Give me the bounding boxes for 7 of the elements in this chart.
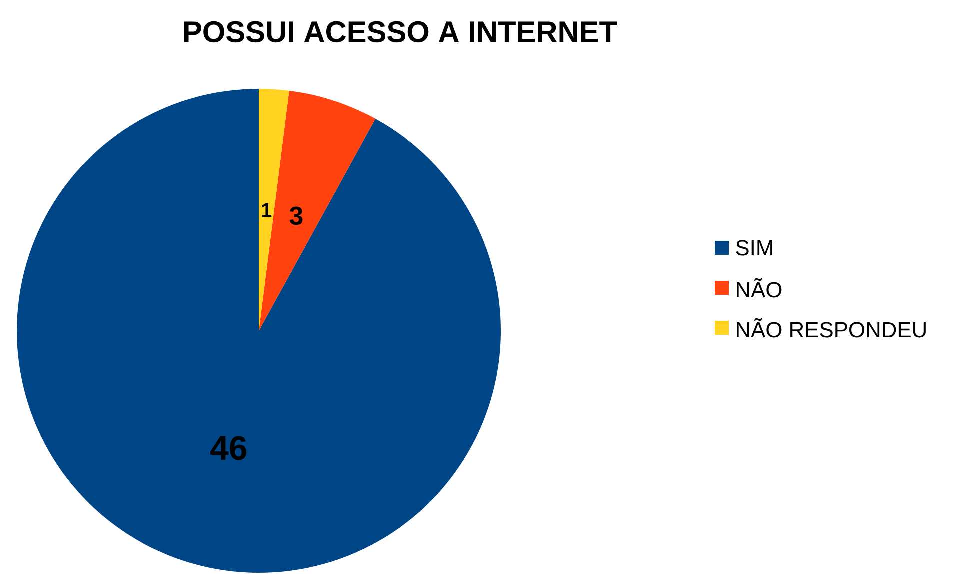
chart-title: POSSUI ACESSO A INTERNET [184, 21, 618, 43]
data-label: 1 [262, 203, 272, 218]
legend-label: NÃO [737, 278, 782, 298]
data-label: 3 [290, 206, 303, 226]
data-label: 46 [210, 436, 247, 460]
legend-label: SIM [736, 240, 772, 256]
legend-label: NÃO RESPONDEU [737, 318, 926, 338]
